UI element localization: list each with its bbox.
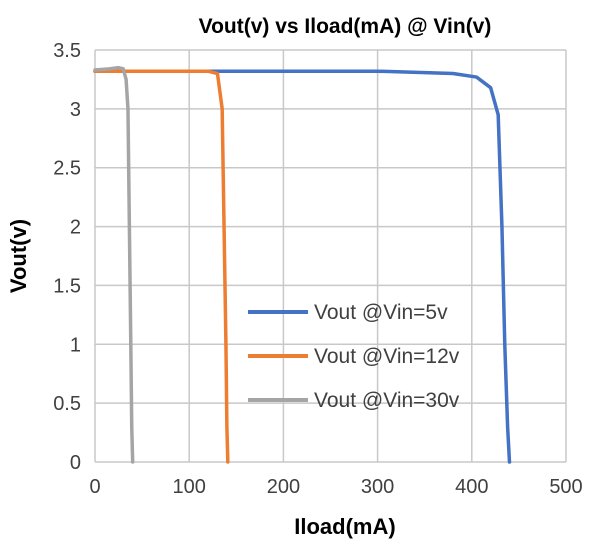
x-tick-label: 0: [89, 476, 100, 498]
series-line-1: [93, 69, 512, 464]
y-tick-label: 3.5: [53, 40, 81, 62]
legend: Vout @Vin=5v Vout @Vin=12v Vout @Vin=30v: [248, 301, 460, 412]
series-line-3: [93, 65, 135, 464]
y-tick-label: 1.5: [53, 275, 81, 297]
x-axis-label: Iload(mA): [294, 514, 395, 539]
x-tick-label: 300: [361, 476, 394, 498]
legend-label-1: Vout @Vin=5v: [314, 301, 448, 324]
y-tick-label: 0.5: [53, 393, 81, 415]
x-tick-label: 200: [267, 476, 300, 498]
y-tick-label: 2.5: [53, 158, 81, 180]
y-axis-label: Vout(v): [6, 219, 31, 293]
legend-label-3: Vout @Vin=30v: [314, 389, 460, 412]
chart-title: Vout(v) vs Iload(mA) @ Vin(v): [199, 15, 492, 38]
axes: 0 100 200 300 400 500 0 0.5 1 1.5 2 2.5 3 3.5: [53, 40, 583, 498]
y-tick-label: 3: [70, 99, 81, 121]
y-tick-label: 0: [70, 452, 81, 474]
y-tick-label: 1: [70, 334, 81, 356]
y-tick-label: 2: [70, 217, 81, 239]
series-line-2: [93, 69, 230, 464]
x-tick-label: 500: [549, 476, 582, 498]
x-tick-label: 400: [455, 476, 488, 498]
grid: [94, 49, 567, 463]
series-layer: [93, 65, 512, 464]
legend-label-2: Vout @Vin=12v: [314, 345, 460, 368]
x-tick-label: 100: [173, 476, 206, 498]
